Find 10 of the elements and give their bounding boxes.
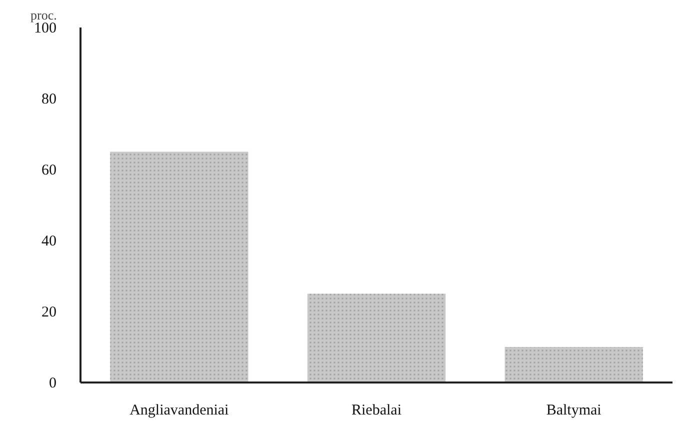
x-tick-label: Riebalai [352,402,402,418]
y-tick-label: 60 [42,162,56,178]
x-tick-label: Angliavandeniai [130,402,229,418]
y-tick-label: 40 [42,234,56,250]
y-tick-label: 100 [34,20,56,36]
y-tick-label: 20 [42,304,56,320]
y-tick-label: 0 [49,376,56,392]
y-tick-label: 80 [42,92,56,108]
x-tick-label: Baltymai [546,402,602,418]
y-axis-title: proc. [30,8,57,22]
